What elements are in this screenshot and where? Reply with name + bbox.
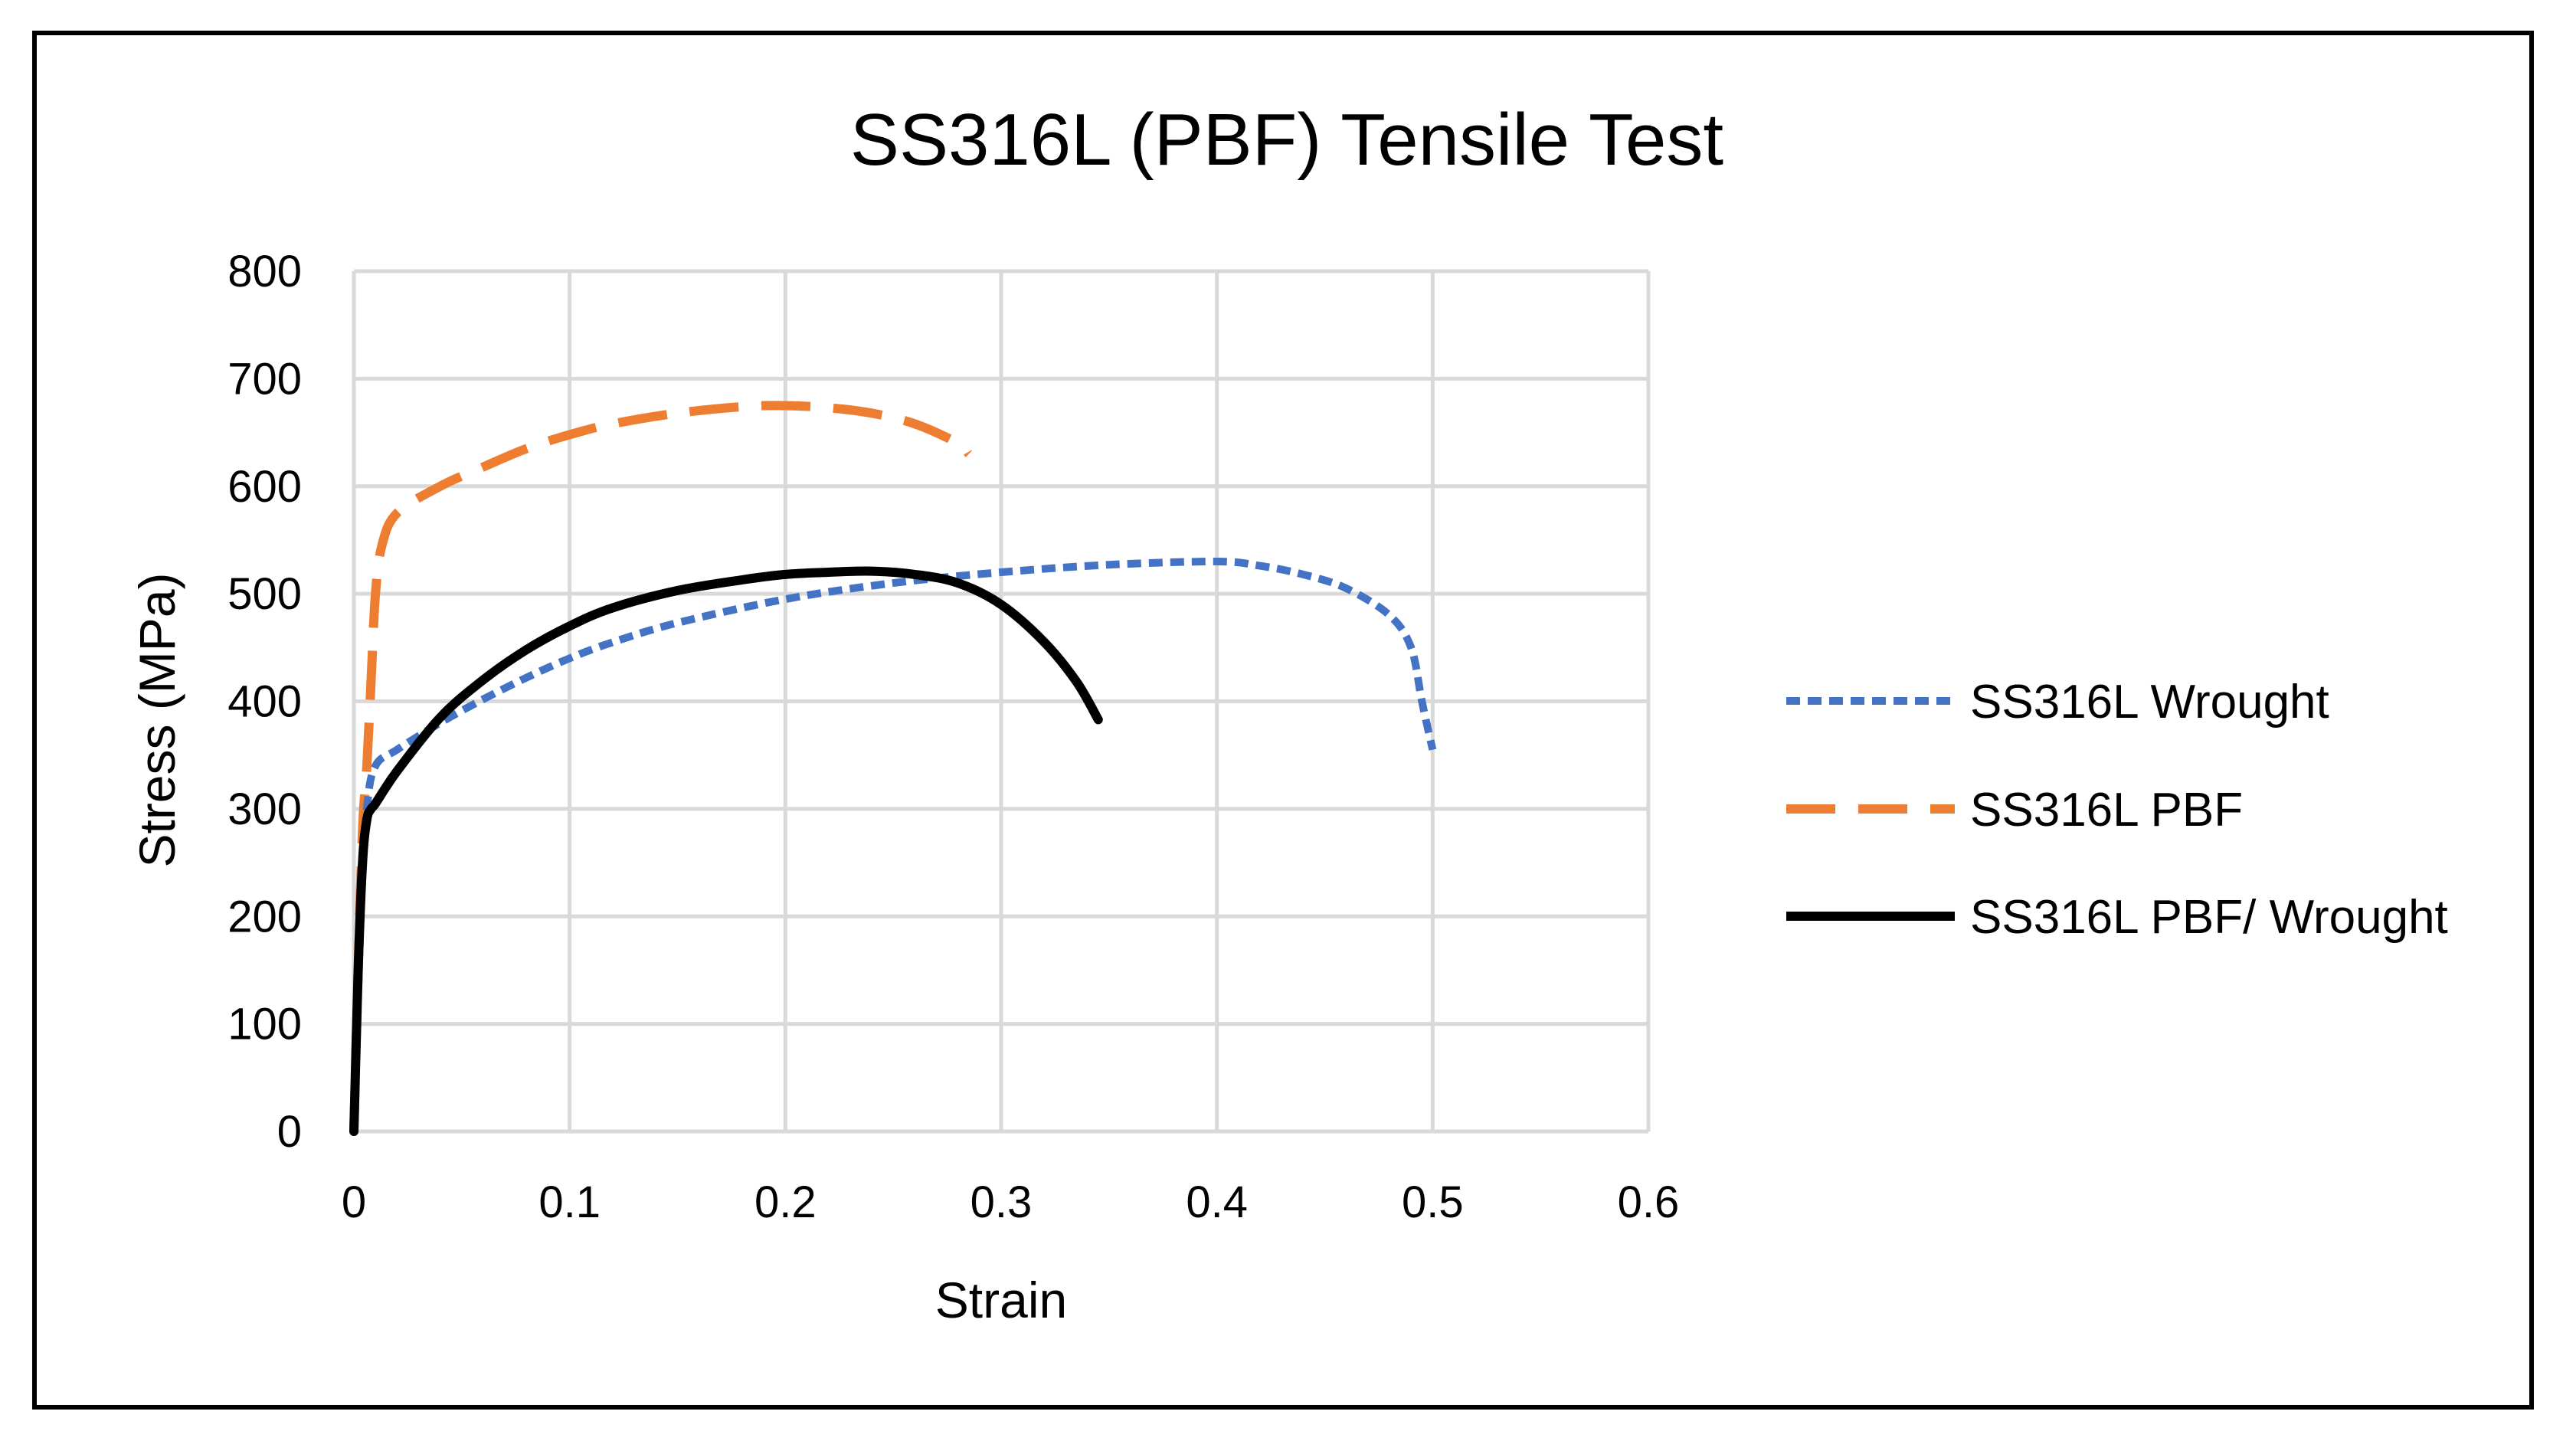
series-line-ss316l-pbf-wrought (349, 566, 1103, 1136)
x-tick-label: 0.3 (971, 1177, 1033, 1227)
y-tick-label: 400 (227, 677, 302, 727)
y-tick-label: 200 (227, 892, 302, 941)
x-tick-label: 0.5 (1402, 1177, 1464, 1227)
x-tick-label: 0.4 (1186, 1177, 1248, 1227)
x-tick-label: 0.6 (1618, 1177, 1680, 1227)
y-tick-label: 600 (227, 462, 302, 512)
y-tick-label: 300 (227, 784, 302, 834)
gridlines (352, 269, 1651, 1134)
legend-label: SS316L PBF/ Wrought (1970, 891, 2448, 944)
tick-labels: 0 100 200 300 400 500 600 700 800 0 0.1 0.2 0.3 0.4 0.… (227, 247, 1679, 1227)
series-line-ss316l-wrought (350, 557, 1437, 1132)
y-tick-label: 100 (227, 1000, 302, 1049)
data-series (349, 401, 1437, 1136)
legend: SS316L Wrought SS316L PBF SS316L PBF/ Wrou… (1786, 676, 2448, 944)
x-tick-label: 0.2 (754, 1177, 817, 1227)
x-axis-label: Strain (935, 1272, 1067, 1328)
y-tick-label: 700 (227, 354, 302, 404)
x-tick-label: 0 (342, 1177, 366, 1227)
x-tick-label: 0.1 (538, 1177, 601, 1227)
y-axis-label: Stress (MPa) (129, 572, 185, 867)
legend-label: SS316L Wrought (1970, 676, 2329, 729)
y-tick-label: 800 (227, 247, 302, 296)
chart-title: SS316L (PBF) Tensile Test (850, 99, 1723, 181)
y-tick-label: 500 (227, 569, 302, 619)
legend-label: SS316L PBF (1970, 784, 2243, 837)
y-tick-label: 0 (277, 1107, 302, 1157)
